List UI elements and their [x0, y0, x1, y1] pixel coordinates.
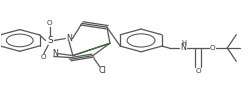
Text: N: N	[66, 34, 72, 43]
Text: N: N	[180, 43, 186, 53]
Text: H: H	[182, 40, 187, 46]
Text: O: O	[195, 68, 201, 74]
Text: S: S	[47, 36, 53, 45]
Text: O: O	[209, 45, 215, 51]
Text: O: O	[47, 20, 53, 26]
Text: Cl: Cl	[98, 66, 106, 75]
Text: N: N	[52, 49, 58, 58]
Text: O: O	[41, 54, 47, 60]
